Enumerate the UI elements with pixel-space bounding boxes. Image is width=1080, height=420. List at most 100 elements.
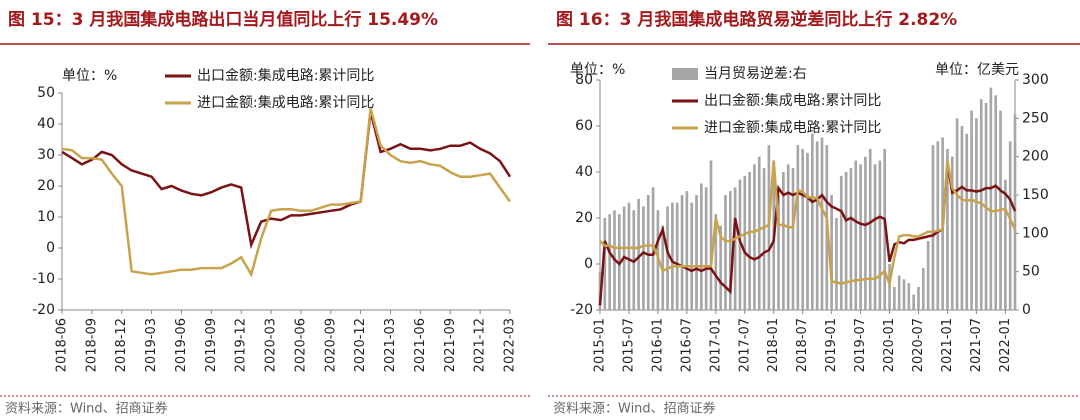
bar — [926, 241, 930, 310]
y-tick-label: 50 — [37, 85, 55, 101]
bar — [704, 187, 708, 310]
x-tick-label: 2021-03 — [383, 318, 398, 372]
bar — [772, 179, 776, 310]
bar — [767, 145, 771, 310]
x-tick-label: 2018-01 — [766, 318, 781, 372]
chart-title: 图 15：3 月我国集成电路出口当月值同比上行 15.49% — [8, 9, 438, 30]
bar — [743, 175, 747, 310]
bar — [810, 133, 814, 310]
y2-tick-label: 250 — [1022, 110, 1049, 126]
y-tick-label: 20 — [37, 178, 55, 194]
bar — [757, 156, 761, 310]
bar — [897, 275, 901, 310]
bar — [762, 168, 766, 310]
bar — [815, 141, 819, 310]
bar — [603, 218, 607, 310]
legend-label: 进口金额:集成电路:累计同比 — [704, 119, 881, 136]
x-tick-label: 2017-01 — [708, 318, 723, 372]
bar — [806, 152, 809, 310]
bar — [868, 149, 872, 310]
x-tick-label: 2018-06 — [55, 318, 70, 372]
bar — [989, 87, 993, 311]
bar — [777, 195, 780, 310]
bar — [859, 164, 862, 310]
x-tick-label: 2021-12 — [473, 318, 488, 372]
bar — [835, 218, 838, 310]
bar — [791, 168, 795, 310]
source: 资料来源：Wind、招商证券 — [553, 401, 716, 417]
x-tick-label: 2019-03 — [144, 318, 159, 372]
x-tick-label: 2020-12 — [353, 318, 368, 372]
bar — [680, 195, 684, 310]
bar — [1008, 141, 1012, 310]
bar — [728, 191, 732, 310]
x-tick-label: 2021-01 — [940, 318, 955, 372]
bar — [709, 160, 713, 310]
x-tick-label: 2018-09 — [84, 318, 99, 372]
bar — [719, 225, 722, 310]
bar — [878, 160, 882, 310]
y-tick-label: -10 — [32, 271, 55, 287]
x-tick-label: 2019-01 — [824, 318, 839, 372]
bar — [921, 267, 925, 310]
x-tick-label: 2021-06 — [413, 318, 428, 372]
bar — [685, 191, 689, 310]
bar — [970, 110, 973, 311]
y-tick-label: 40 — [37, 116, 55, 132]
bar — [637, 198, 640, 310]
y-tick-label: 80 — [575, 72, 593, 88]
x-tick-label: 2019-12 — [234, 318, 249, 372]
y2-tick-label: 300 — [1022, 72, 1049, 88]
y-tick-label: 40 — [575, 164, 593, 180]
bar — [714, 214, 718, 310]
chart-title: 图 16：3 月我国集成电路贸易逆差同比上行 2.82% — [556, 9, 957, 30]
bar — [1013, 114, 1017, 310]
bar — [864, 156, 867, 310]
bar — [950, 156, 954, 310]
bar — [782, 172, 785, 310]
bar — [849, 168, 853, 310]
x-tick-label: 2020-09 — [323, 318, 338, 372]
line — [599, 160, 1017, 289]
unit-label: 单位：% — [62, 68, 117, 84]
unit2-label: 单位：亿美元 — [935, 62, 1019, 78]
x-tick-label: 2015-01 — [593, 318, 608, 372]
legend-label: 出口金额:集成电路:累计同比 — [197, 67, 374, 84]
bar — [994, 95, 998, 310]
y-tick-label: -20 — [570, 302, 593, 318]
y-tick-label: 60 — [575, 118, 593, 134]
x-tick-label: 2016-01 — [650, 318, 665, 372]
bar — [700, 183, 703, 310]
legend-label: 进口金额:集成电路:累计同比 — [197, 94, 374, 111]
y-tick-label: -20 — [32, 302, 55, 318]
y-tick-label: 0 — [46, 240, 55, 256]
source: 资料来源：Wind、招商证券 — [5, 401, 168, 417]
bar — [936, 141, 940, 310]
bar — [820, 137, 824, 310]
bar — [912, 294, 915, 310]
bar — [627, 202, 631, 310]
bar — [796, 145, 800, 310]
y-tick-label: 20 — [575, 210, 593, 226]
bar — [642, 206, 645, 310]
y-tick-label: 10 — [37, 209, 55, 225]
x-tick-label: 2021-09 — [443, 318, 458, 372]
bar — [830, 195, 833, 310]
x-tick-label: 2021-07 — [969, 318, 984, 372]
bar — [873, 164, 877, 310]
bar — [690, 202, 694, 310]
legend-swatch — [672, 68, 698, 80]
line — [61, 111, 512, 250]
bar — [733, 187, 737, 310]
y2-tick-label: 100 — [1022, 225, 1049, 241]
bar — [608, 214, 611, 310]
bar — [917, 287, 920, 310]
bar — [960, 126, 964, 310]
bar — [907, 283, 911, 310]
bar — [786, 164, 790, 310]
y2-tick-label: 200 — [1022, 149, 1049, 165]
legend-label: 当月贸易逆差:右 — [704, 66, 807, 82]
x-tick-label: 2022-01 — [998, 318, 1013, 372]
bar — [738, 179, 742, 310]
